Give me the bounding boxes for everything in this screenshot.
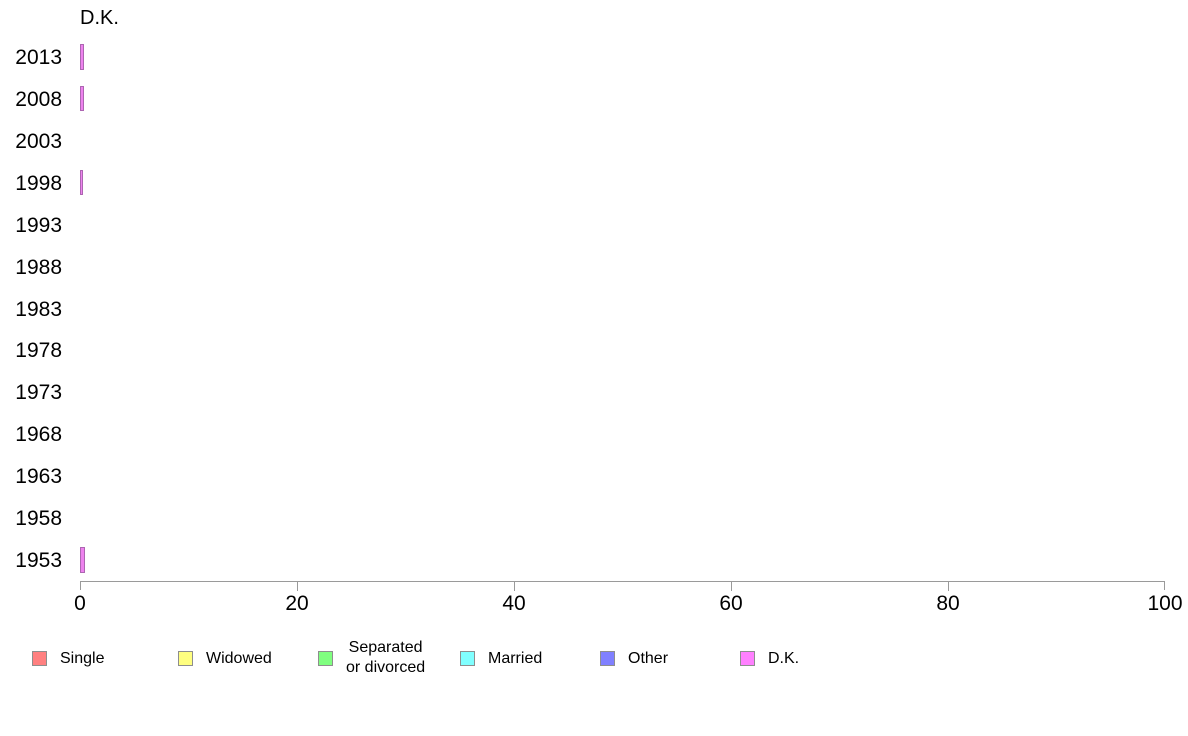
legend-item[interactable]: Married xyxy=(460,634,542,682)
legend-item-label: Widowed xyxy=(206,649,272,667)
y-axis-tick-label: 1998 xyxy=(15,171,62,195)
chart-title: D.K. xyxy=(80,7,119,29)
x-axis-tick-mark xyxy=(948,582,949,591)
bar xyxy=(80,44,85,70)
legend-item[interactable]: D.K. xyxy=(740,634,799,682)
legend-item-label: Single xyxy=(60,649,105,667)
x-axis-start-cap xyxy=(80,581,81,590)
legend-item[interactable]: Separated or divorced xyxy=(318,634,425,682)
x-axis-tick-mark xyxy=(514,582,515,591)
legend-item[interactable]: Widowed xyxy=(178,634,272,682)
legend-swatch-icon xyxy=(32,650,47,666)
x-axis-tick-label: 20 xyxy=(285,592,309,615)
x-axis-tick-mark xyxy=(297,582,298,591)
y-axis-tick-label: 2003 xyxy=(15,129,62,153)
y-axis-labels: 2013 2008 2003 1998 1993 1988 1983 1978 1973 1968… xyxy=(0,36,72,581)
legend-item-label: D.K. xyxy=(768,649,800,667)
y-axis-tick-label: 1983 xyxy=(15,297,62,321)
y-axis-tick-label: 2013 xyxy=(15,45,62,69)
x-axis-end-cap xyxy=(1164,581,1165,590)
y-axis-tick-label: 1963 xyxy=(15,465,62,489)
y-axis-tick-label: 1973 xyxy=(15,381,62,405)
plot-area xyxy=(80,36,1165,581)
legend-item[interactable]: Single xyxy=(32,634,104,682)
legend-item-label: Married xyxy=(488,649,543,667)
legend-swatch-icon xyxy=(600,650,615,666)
x-axis-tick-label: 60 xyxy=(719,592,743,615)
bar xyxy=(80,86,85,112)
legend-item[interactable]: Other xyxy=(600,634,668,682)
bar xyxy=(80,170,84,196)
legend-item-label: Separated or divorced xyxy=(346,639,426,676)
x-axis-tick-label: 100 xyxy=(1147,592,1183,615)
x-axis-tick-label: 80 xyxy=(936,592,960,615)
x-axis-tick-label: 40 xyxy=(502,592,526,615)
y-axis-tick-label: 2008 xyxy=(15,87,62,111)
y-axis-tick-label: 1953 xyxy=(15,549,62,573)
y-axis-tick-label: 1988 xyxy=(15,255,62,279)
y-axis-tick-label: 1968 xyxy=(15,423,62,447)
legend-item-label: Other xyxy=(628,649,669,667)
x-axis-tick-label: 0 xyxy=(74,592,86,615)
legend-swatch-icon xyxy=(178,650,193,666)
bar xyxy=(80,547,86,573)
legend: Single Widowed Separated or divorced Marrie… xyxy=(0,634,1188,682)
x-axis-line xyxy=(80,581,1165,582)
y-axis-tick-label: 1993 xyxy=(15,213,62,237)
legend-swatch-icon xyxy=(740,650,755,666)
y-axis-tick-label: 1978 xyxy=(15,339,62,363)
y-axis-tick-label: 1958 xyxy=(15,507,62,531)
legend-swatch-icon xyxy=(460,650,475,666)
legend-swatch-icon xyxy=(318,650,333,666)
x-axis-tick-mark xyxy=(731,582,732,591)
